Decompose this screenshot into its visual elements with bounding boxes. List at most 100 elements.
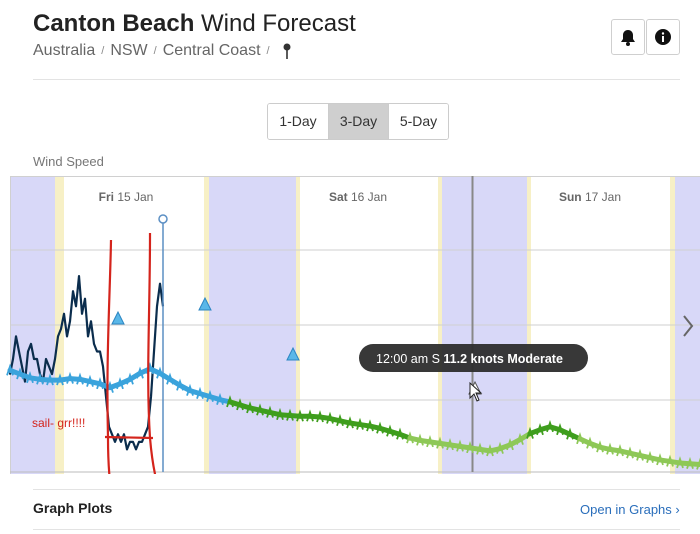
wind-speed-chart[interactable]: Fri 15 Jan Sat 16 Jan Sun 17 Jan sail- grr!…	[0, 176, 700, 474]
forecast-chevron	[596, 440, 604, 453]
forecast-chevron	[206, 389, 214, 402]
forecast-chevron	[6, 363, 14, 376]
forecast-chevron	[16, 367, 24, 380]
forecast-chevron	[116, 377, 124, 390]
observed-point	[69, 320, 71, 323]
bottom-divider	[33, 529, 680, 530]
range-tabs: 1-Day 3-Day 5-Day	[267, 103, 449, 140]
observed-point	[141, 441, 143, 443]
forecast-chevron	[606, 442, 614, 455]
observed-point	[153, 350, 155, 353]
info-button[interactable]	[646, 19, 680, 55]
forecast-chevron	[656, 453, 664, 466]
forecast-chevron	[246, 401, 254, 414]
forecast-chevron	[286, 408, 294, 421]
forecast-chevron	[346, 416, 354, 429]
observed-point	[129, 441, 131, 443]
forecast-chevron	[576, 432, 584, 445]
observed-point	[117, 433, 119, 436]
forecast-chevron	[176, 378, 184, 391]
annotation-line-right	[147, 232, 157, 474]
forecast-chevron	[486, 444, 494, 457]
page-header: Canton Beach Wind Forecast Australia / N…	[33, 8, 356, 60]
tooltip-text: 12:00 am S 11.2 knots Moderate	[376, 352, 563, 366]
annotation-text: sail- grr!!!!	[32, 416, 85, 430]
forecast-chevron	[686, 456, 694, 469]
forecast-chevron	[396, 427, 404, 440]
forecast-chevron	[56, 373, 64, 386]
page-title: Canton Beach Wind Forecast	[33, 10, 356, 37]
forecast-chevron	[466, 441, 474, 454]
forecast-peak-arrow	[111, 310, 125, 325]
breadcrumb-region[interactable]: Central Coast	[162, 42, 261, 59]
forecast-chevron	[226, 395, 234, 408]
forecast-chevron	[256, 403, 264, 416]
observed-point	[9, 373, 11, 375]
location-pin-icon[interactable]	[282, 43, 292, 59]
forecast-chevron	[216, 392, 224, 405]
observed-point	[93, 343, 95, 345]
forecast-chevron	[416, 433, 424, 446]
forecast-chevron	[616, 444, 624, 457]
forecast-chevron	[316, 410, 324, 423]
forecast-chevron	[386, 424, 394, 437]
forecast-peak-arrow	[198, 296, 212, 311]
graph-plots-title: Graph Plots	[33, 500, 113, 516]
tab-5-day[interactable]: 5-Day	[388, 104, 448, 139]
header-divider	[33, 79, 680, 80]
breadcrumb: Australia / NSW / Central Coast /	[33, 42, 356, 60]
observed-latest-point	[158, 214, 168, 224]
forecast-chevron	[156, 366, 164, 379]
forecast-chevron	[566, 427, 574, 440]
observed-wind-line	[8, 275, 165, 451]
forecast-chevron	[496, 441, 504, 454]
day-label: Fri 15 Jan	[99, 190, 154, 204]
forecast-chevron	[586, 436, 594, 449]
forecast-chevron	[366, 419, 374, 432]
forecast-chevron	[666, 454, 674, 467]
forecast-chevron	[516, 432, 524, 445]
observed-point	[81, 313, 83, 315]
forecast-chevron	[326, 411, 334, 424]
breadcrumb-country[interactable]: Australia	[33, 42, 96, 59]
forecast-chevron	[646, 450, 654, 463]
forecast-chevron	[136, 366, 144, 379]
chevron-right-icon[interactable]	[683, 315, 694, 337]
tab-1-day[interactable]: 1-Day	[268, 104, 328, 139]
forecast-chevron	[626, 446, 634, 459]
forecast-chevron	[436, 436, 444, 449]
forecast-chevron	[236, 398, 244, 411]
forecast-chevron	[186, 383, 194, 396]
forecast-chevron	[66, 371, 74, 384]
forecast-chevron	[506, 438, 514, 451]
forecast-chevron	[676, 456, 684, 469]
notifications-button[interactable]	[611, 19, 645, 55]
open-in-graphs-link[interactable]: Open in Graphs ›	[580, 502, 680, 517]
tab-3-day[interactable]: 3-Day	[328, 104, 388, 139]
footer-divider	[33, 489, 680, 490]
forecast-chevron	[306, 409, 314, 422]
forecast-chevron	[36, 372, 44, 385]
forecast-chevron	[636, 448, 644, 461]
forecast-chevron	[296, 409, 304, 422]
bell-icon	[621, 29, 635, 46]
forecast-chevron	[266, 405, 274, 418]
forecast-chevron	[426, 435, 434, 448]
wind-speed-label: Wind Speed	[33, 154, 104, 169]
forecast-chevron	[406, 431, 414, 444]
forecast-chevron	[456, 439, 464, 452]
day-label: Sun 17 Jan	[559, 190, 621, 204]
forecast-chevron	[126, 372, 134, 385]
forecast-chevron	[166, 372, 174, 385]
observed-point	[57, 335, 59, 338]
forecast-chevron	[526, 426, 534, 439]
forecast-peak-arrow	[286, 346, 300, 361]
breadcrumb-state[interactable]: NSW	[110, 42, 148, 59]
annotation-crossbar	[104, 435, 154, 440]
annotation-line-left	[106, 239, 113, 474]
day-label: Sat 16 Jan	[329, 190, 387, 204]
forecast-chevron	[76, 372, 84, 385]
observed-point	[45, 358, 47, 360]
info-icon	[655, 29, 671, 45]
forecast-chevron	[196, 386, 204, 399]
